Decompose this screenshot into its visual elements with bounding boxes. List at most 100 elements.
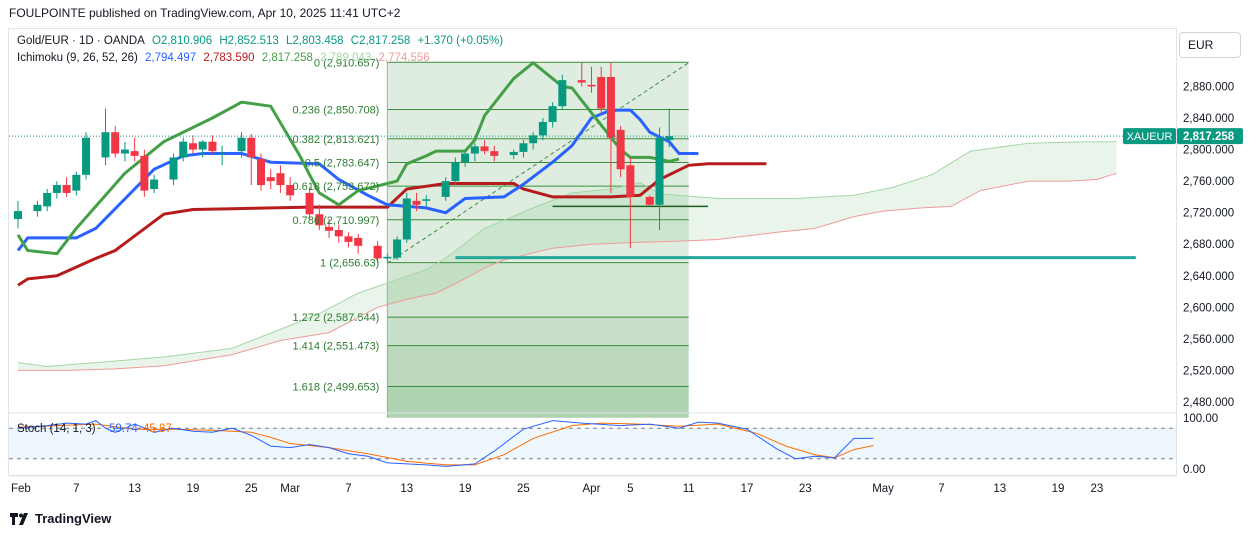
time-tick-label: 7 <box>73 483 79 495</box>
fib-zone <box>387 109 689 139</box>
trend-line-group <box>387 62 689 264</box>
candle-body <box>597 76 606 109</box>
candle-body <box>247 137 256 158</box>
candle-body <box>218 153 227 155</box>
candle-body <box>14 211 22 219</box>
ohlc-high: H2,852.513 <box>219 35 279 47</box>
fib-zone <box>387 138 689 163</box>
candle-body <box>461 153 470 163</box>
candle-body <box>665 136 674 141</box>
time-tick-label: 23 <box>799 483 812 495</box>
time-tick-label: 17 <box>741 483 754 495</box>
candle-body <box>52 185 61 193</box>
candle-body <box>383 256 392 259</box>
fib-level-label: 0.618 (2,753.672) <box>293 181 380 193</box>
candle-body <box>120 149 129 154</box>
ichimoku-cloud <box>17 141 1117 371</box>
symbol-badge-text: XAUEUR <box>1127 131 1173 143</box>
candle-body <box>257 159 265 186</box>
candle-body <box>480 146 489 152</box>
candle-body <box>587 84 596 87</box>
tenkan-value: 2,794.497 <box>145 52 197 64</box>
fib-level-label: 0.5 (2,783.647) <box>305 157 380 169</box>
candle-body <box>558 80 567 107</box>
fibonacci-labels: 0 (2,910.657) 0.236 (2,850.708) 0.382 (2,8… <box>293 57 380 393</box>
stoch-k-value: 59.74 <box>109 423 138 435</box>
time-tick-label: 23 <box>1091 483 1104 495</box>
candle-body <box>548 106 557 122</box>
time-tick-label: 7 <box>345 483 351 495</box>
candle-body <box>276 173 285 186</box>
price-tick-label: 2,480.000 <box>1183 397 1234 409</box>
time-tick-label: 7 <box>938 483 944 495</box>
tradingview-brand: TradingView <box>35 511 112 526</box>
price-tick-label: 2,520.000 <box>1183 365 1234 377</box>
tenkan-line <box>16 108 699 252</box>
candle-body <box>412 200 421 205</box>
candle-body <box>577 80 586 83</box>
candle-body <box>393 239 402 258</box>
candle-body <box>402 198 411 240</box>
stoch-band-fill <box>9 428 1176 459</box>
stoch-d-line <box>17 422 874 466</box>
fib-level-label: 0.236 (2,850.708) <box>293 105 380 117</box>
candle-body <box>72 174 81 191</box>
candle-body <box>111 132 120 154</box>
kijun-value: 2,783.590 <box>203 52 255 64</box>
ohlc-change: +1.370 (+0.05%) <box>417 35 504 47</box>
fib-level-label: 1.414 (2,551.473) <box>293 341 380 353</box>
candle-body <box>354 237 363 246</box>
senkou-span-b-line <box>18 172 1117 371</box>
fib-zone <box>387 62 689 110</box>
candle-body <box>519 143 528 152</box>
stoch-tick-label: 0.00 <box>1183 464 1205 476</box>
fib-zone <box>387 262 689 318</box>
time-tick-label: 13 <box>400 483 413 495</box>
cloud-fill <box>18 141 1117 371</box>
candle-body <box>140 155 149 191</box>
fib-level-label: 0.786 (2,710.997) <box>293 215 380 227</box>
candle-body <box>334 230 343 237</box>
candle-body <box>101 132 110 158</box>
price-tick-label: 2,680.000 <box>1183 239 1234 251</box>
candle-body <box>451 162 460 182</box>
publisher-line: FOULPOINTE published on TradingView.com,… <box>9 6 401 20</box>
candle-body <box>655 137 664 205</box>
price-tick-label: 2,720.000 <box>1183 208 1234 220</box>
candle-body <box>33 204 42 212</box>
kijun-line <box>17 162 767 287</box>
ohlc-open: O2,810.906 <box>152 35 213 47</box>
time-tick-label: 25 <box>517 483 530 495</box>
candle-body <box>286 185 295 196</box>
candle-body <box>62 185 71 193</box>
last-price-badge: XAUEUR 2,817.258 <box>9 128 1243 145</box>
currency-button[interactable]: EUR <box>1179 32 1241 58</box>
candle-body <box>130 151 139 156</box>
time-tick-label: 13 <box>993 483 1006 495</box>
price-tick-label: 2,760.000 <box>1183 176 1234 188</box>
chikou-line <box>16 60 680 256</box>
price-tick-label: 2,600.000 <box>1183 302 1234 314</box>
price-tick-label: 2,560.000 <box>1183 334 1234 346</box>
candle-body <box>373 245 382 259</box>
candle-body <box>490 151 499 156</box>
ohlc-close: C2,817.258 <box>350 35 411 47</box>
fib-level-label: 1.618 (2,499.653) <box>293 381 380 393</box>
tradingview-logo: TradingView <box>10 511 111 526</box>
candle-body <box>82 137 91 175</box>
time-tick-label: Mar <box>280 483 300 495</box>
price-axis: 2,480.000 2,520.000 2,560.000 2,600.000 2,64… <box>1183 81 1234 409</box>
candle-body <box>305 192 314 215</box>
symbol-title: Gold/EUR · 1D · OANDA <box>17 35 145 47</box>
span-b-value: 2,774.556 <box>378 52 430 64</box>
time-tick-label: 19 <box>1052 483 1065 495</box>
candle-body <box>150 179 159 189</box>
candle-body <box>266 177 275 182</box>
symbol-badge <box>1123 128 1176 145</box>
span-a-value: 2,789.043 <box>320 52 372 64</box>
time-tick-label: Apr <box>583 483 601 495</box>
time-tick-label: 11 <box>683 483 695 495</box>
time-tick-label: Feb <box>11 483 31 495</box>
time-tick-label: May <box>872 483 894 495</box>
